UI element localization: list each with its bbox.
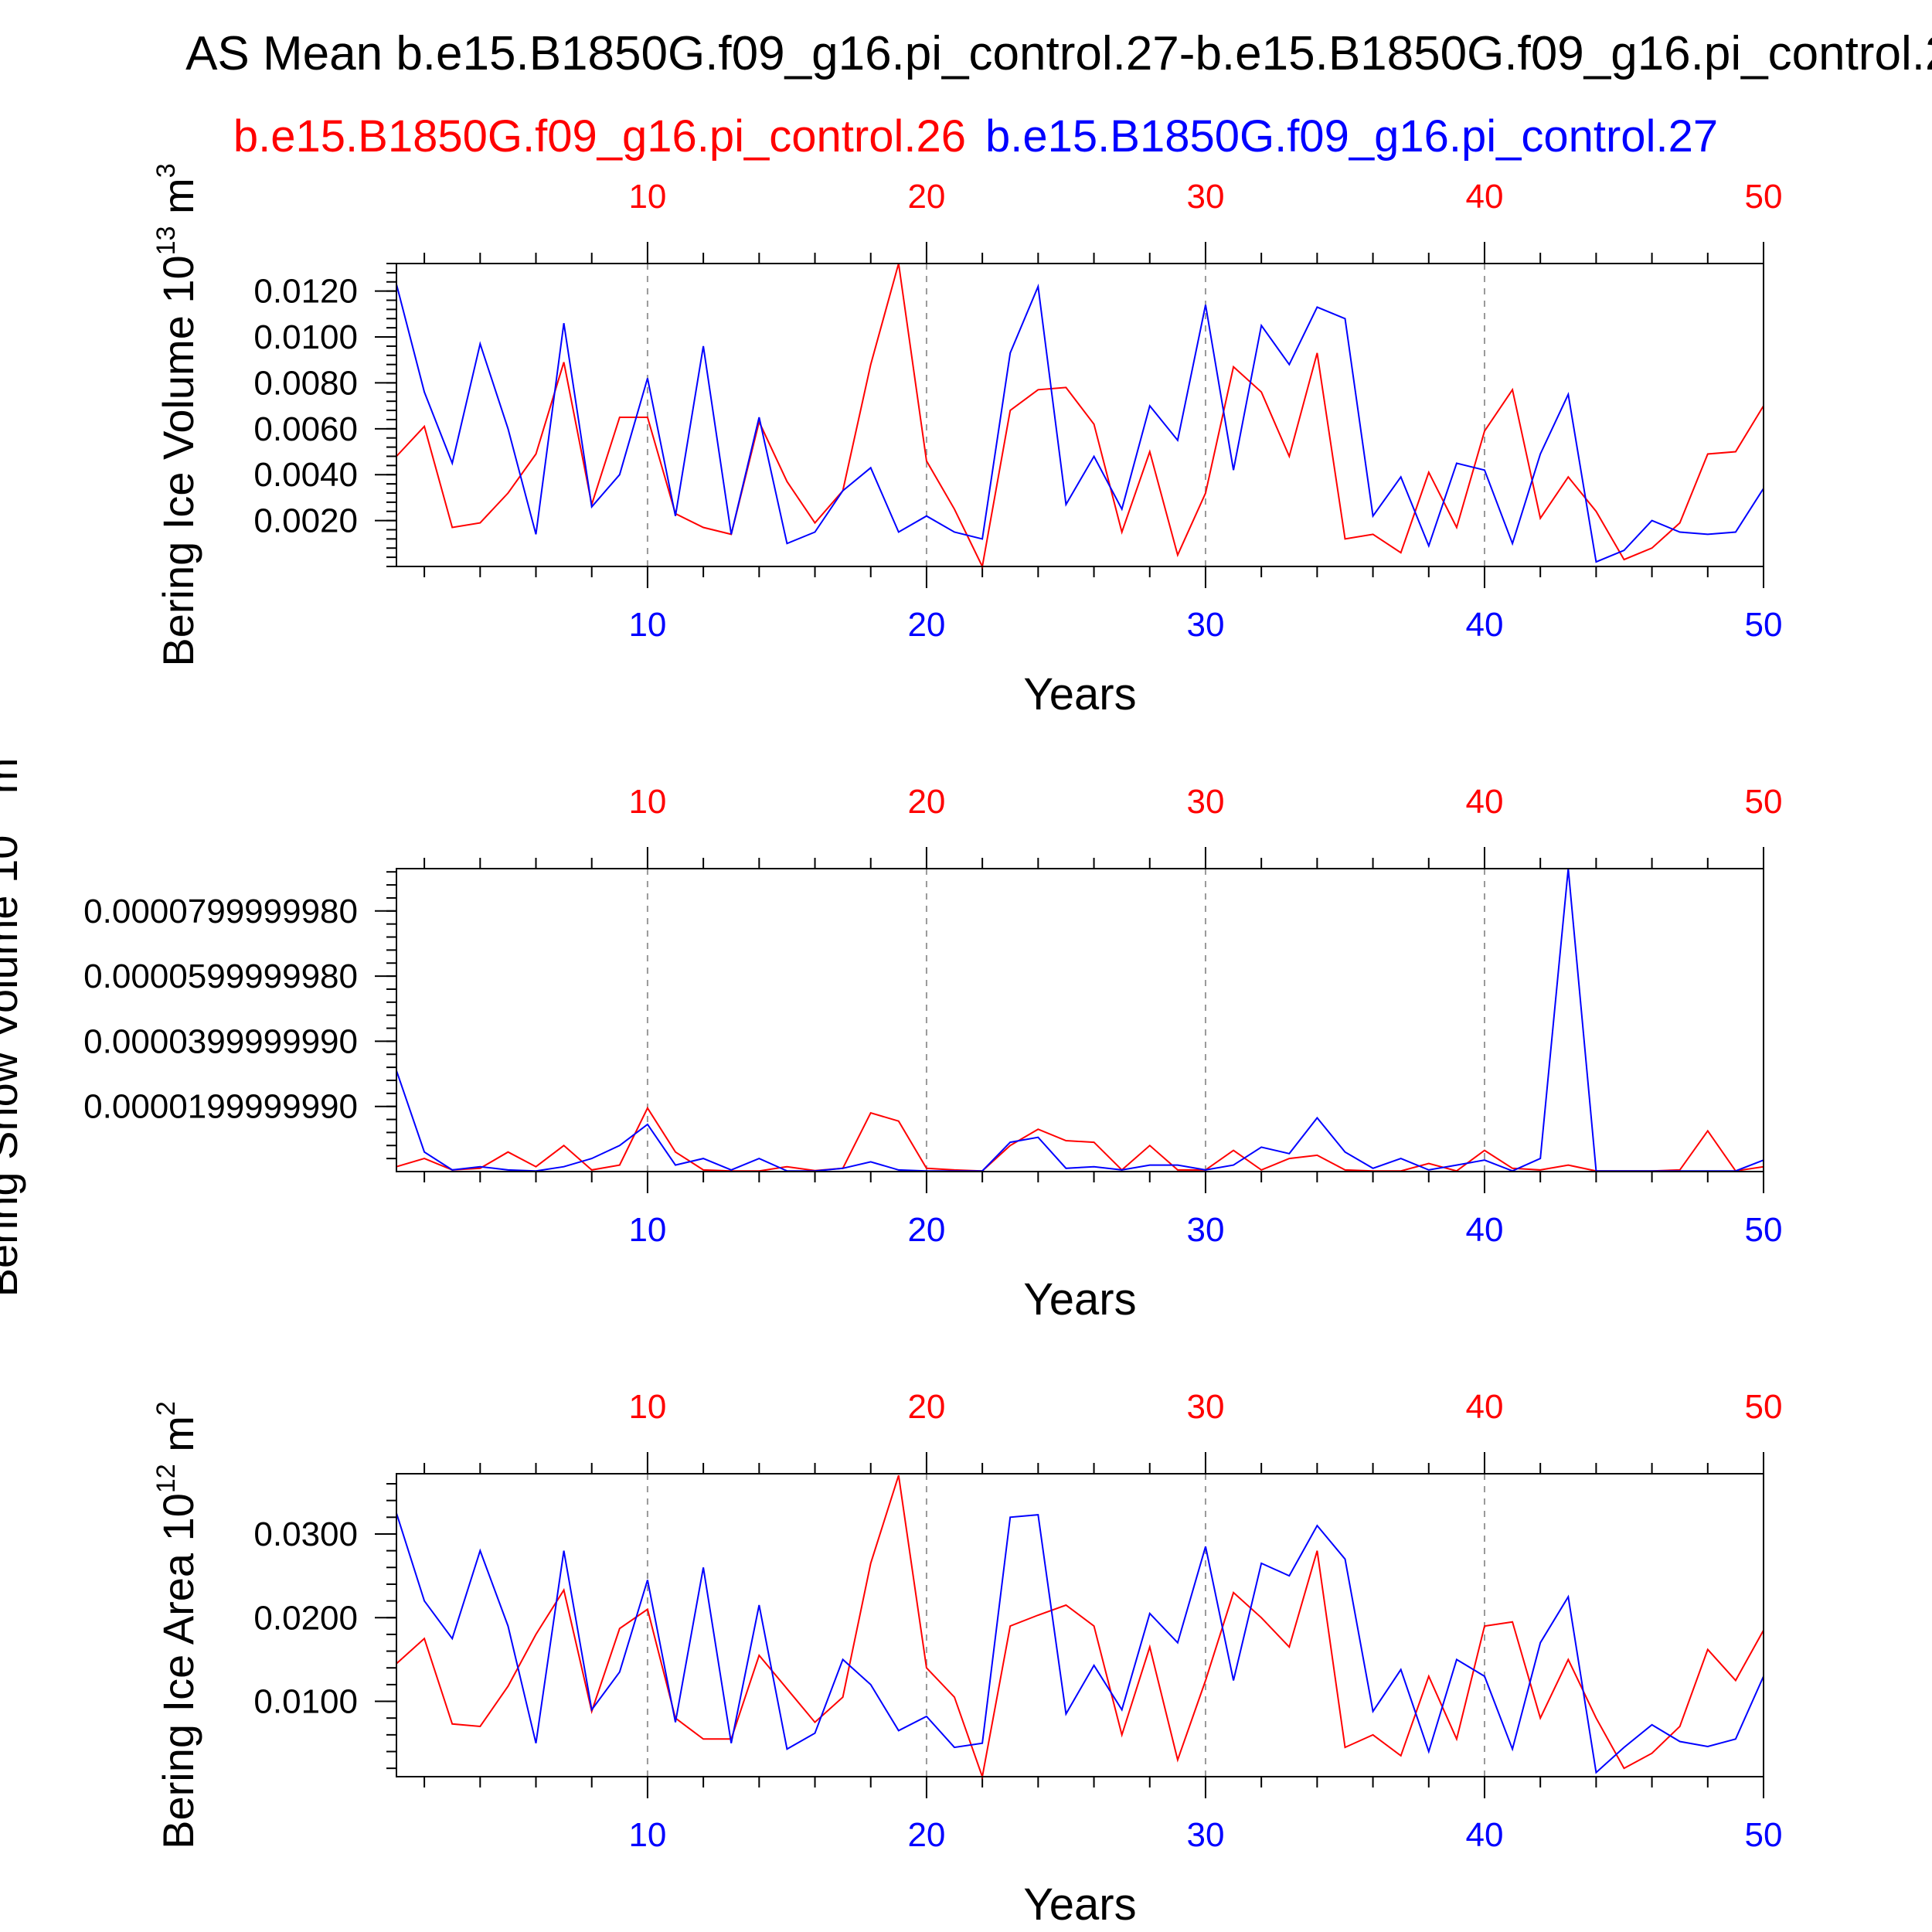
chart-panel-1: 10 10 20 20 30 30 40 40 50 50 0.0020 0.0040 0.0060 0.… (151, 163, 1782, 719)
x-tick-label-top: 10 (628, 783, 666, 821)
y-tick-label: 0.0080 (253, 364, 358, 402)
x-tick-label-bottom: 50 (1745, 1211, 1783, 1249)
chart-panel-2: 10 10 20 20 30 30 40 40 50 50 0.0000199999990 0.000… (0, 743, 1782, 1325)
series-line-red (396, 1475, 1764, 1780)
x-tick-label-top: 20 (907, 178, 945, 216)
chart-panel-3: 10 10 20 20 30 30 40 40 50 50 0.0100 0.0200 0.0300 Ye… (151, 1388, 1782, 1930)
x-axis-title: Years (1023, 1274, 1136, 1325)
y-tick-label: 0.0000199999990 (83, 1088, 358, 1126)
x-axis-title: Years (1023, 669, 1136, 719)
x-tick-label-bottom: 40 (1466, 606, 1504, 644)
y-tick-label: 0.0200 (253, 1599, 358, 1637)
y-tick-label: 0.0000399999990 (83, 1022, 358, 1060)
legend-red-label: b.e15.B1850G.f09_g16.pi_control.26 (233, 111, 966, 162)
x-tick-label-bottom: 50 (1745, 606, 1783, 644)
y-tick-label: 0.0120 (253, 273, 358, 311)
x-tick-label-top: 20 (907, 1388, 945, 1426)
y-axis-title: Bering Ice Volume 1013 m3 (151, 163, 202, 666)
x-tick-label-top: 40 (1466, 178, 1504, 216)
x-tick-label-top: 50 (1745, 178, 1783, 216)
y-tick-label: 0.0100 (253, 1683, 358, 1721)
series-line-blue (396, 1512, 1764, 1774)
figure-title: AS Mean b.e15.B1850G.f09_g16.pi_control.… (185, 27, 1932, 80)
series-line-red (396, 1106, 1764, 1172)
x-tick-label-top: 40 (1466, 783, 1504, 821)
y-tick-label: 0.0020 (253, 502, 358, 540)
series-line-blue (396, 868, 1764, 1172)
y-axis-title: Bering Snow Volume 1013 m3 (0, 743, 26, 1298)
x-tick-label-bottom: 30 (1186, 1816, 1224, 1854)
y-tick-label: 0.0060 (253, 410, 358, 448)
y-tick-label: 0.0000799999980 (83, 893, 358, 930)
x-tick-label-bottom: 50 (1745, 1816, 1783, 1854)
y-tick-label: 0.0100 (253, 318, 358, 356)
x-tick-label-top: 30 (1186, 783, 1224, 821)
x-tick-label-bottom: 10 (628, 606, 666, 644)
series-line-blue (396, 283, 1764, 563)
x-tick-label-top: 10 (628, 178, 666, 216)
x-tick-label-top: 30 (1186, 178, 1224, 216)
legend-blue-label: b.e15.B1850G.f09_g16.pi_control.27 (985, 111, 1718, 162)
x-tick-label-bottom: 30 (1186, 1211, 1224, 1249)
x-tick-label-bottom: 30 (1186, 606, 1224, 644)
plot-frame (396, 1473, 1764, 1777)
x-tick-label-top: 30 (1186, 1388, 1224, 1426)
x-tick-label-top: 20 (907, 783, 945, 821)
x-axis-title: Years (1023, 1879, 1136, 1930)
x-tick-label-bottom: 20 (907, 606, 945, 644)
x-tick-label-bottom: 10 (628, 1816, 666, 1854)
series-line-red (396, 263, 1764, 570)
x-tick-label-top: 10 (628, 1388, 666, 1426)
plot-frame (396, 263, 1764, 567)
x-tick-label-bottom: 40 (1466, 1816, 1504, 1854)
x-tick-label-top: 40 (1466, 1388, 1504, 1426)
y-axis-title: Bering Ice Area 1012 m2 (151, 1401, 202, 1849)
y-tick-label: 0.0040 (253, 456, 358, 494)
x-tick-label-bottom: 20 (907, 1211, 945, 1249)
y-tick-label: 0.0300 (253, 1515, 358, 1553)
x-tick-label-bottom: 40 (1466, 1211, 1504, 1249)
panels: 10 10 20 20 30 30 40 40 50 50 0.0020 0.0040 0.0060 0.… (0, 163, 1782, 1930)
plot-frame (396, 868, 1764, 1172)
x-tick-label-bottom: 20 (907, 1816, 945, 1854)
y-tick-label: 0.0000599999980 (83, 957, 358, 995)
x-tick-label-top: 50 (1745, 1388, 1783, 1426)
x-tick-label-bottom: 10 (628, 1211, 666, 1249)
x-tick-label-top: 50 (1745, 783, 1783, 821)
